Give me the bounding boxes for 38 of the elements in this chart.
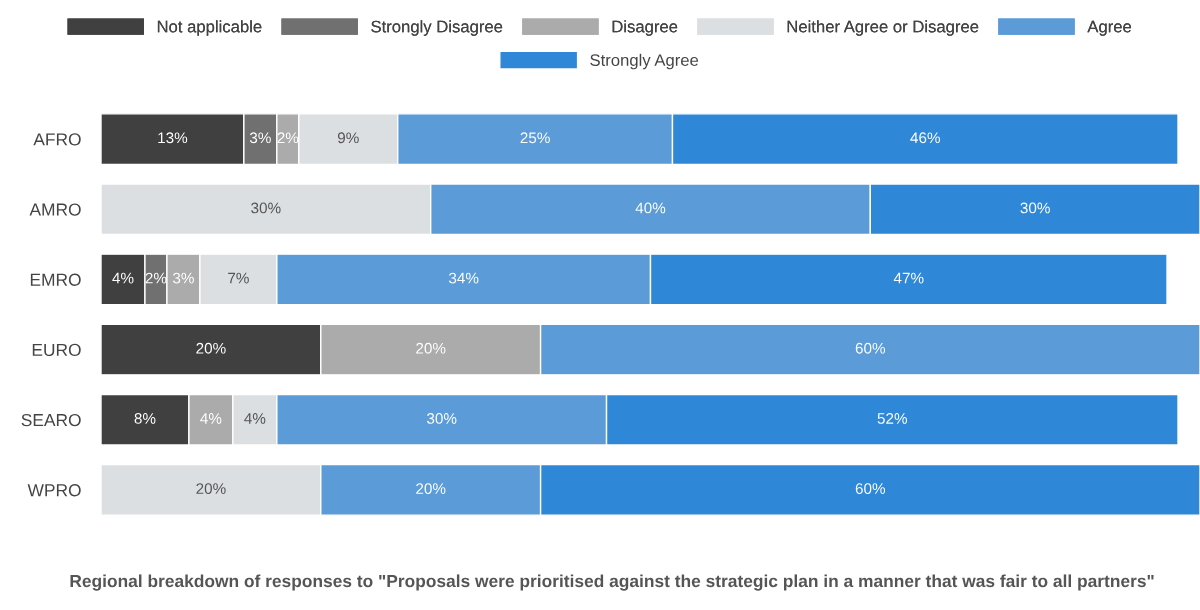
legend-label: Agree	[1087, 20, 1132, 36]
text: Regional breakdown of responses to "Proposals were prioritised against the strategic plan in a manner that was fair to all partners"	[70, 574, 1154, 591]
data-label: 4%	[244, 413, 266, 424]
data-label: 60%	[855, 483, 886, 495]
data-label: 20%	[416, 342, 446, 354]
data-label: 9%	[337, 132, 359, 144]
data-label: 20%	[196, 342, 226, 354]
legend-label: Disagree	[612, 20, 678, 36]
data-label: 60%	[855, 342, 886, 354]
data-label: 4%	[112, 272, 134, 284]
legend-label: Neither Agree or Disagree	[787, 20, 979, 36]
data-label: 3%	[172, 272, 194, 284]
data-label: 8%	[134, 413, 156, 424]
data-label: 52%	[877, 413, 908, 424]
data-label: 20%	[196, 483, 226, 495]
y-tick-label: EMRO	[30, 273, 81, 286]
data-label: 30%	[426, 413, 457, 424]
data-label: 7%	[228, 272, 249, 284]
y-tick-label: AMRO	[29, 203, 81, 216]
data-label: 25%	[520, 132, 550, 144]
legend-label: Strongly Agree	[590, 53, 699, 70]
data-label: 20%	[416, 483, 446, 495]
data-label: 34%	[448, 272, 479, 284]
data-label: 30%	[1020, 202, 1050, 214]
y-tick-label: WPRO	[27, 484, 81, 497]
legend-label: Not applicable	[157, 20, 262, 36]
data-label: 2%	[277, 132, 299, 144]
y-tick-label: AFRO	[33, 133, 81, 146]
data-label: 4%	[200, 413, 222, 424]
data-label: 47%	[893, 272, 924, 284]
data-label: 30%	[251, 202, 281, 214]
data-label: 13%	[158, 132, 188, 144]
data-label: 46%	[910, 132, 940, 144]
data-label: 3%	[249, 132, 271, 144]
y-tick-label: SEARO	[21, 413, 81, 427]
legend-label: Strongly Disagree	[371, 20, 503, 36]
data-label: 40%	[635, 202, 666, 214]
y-tick-label: EURO	[32, 343, 81, 357]
